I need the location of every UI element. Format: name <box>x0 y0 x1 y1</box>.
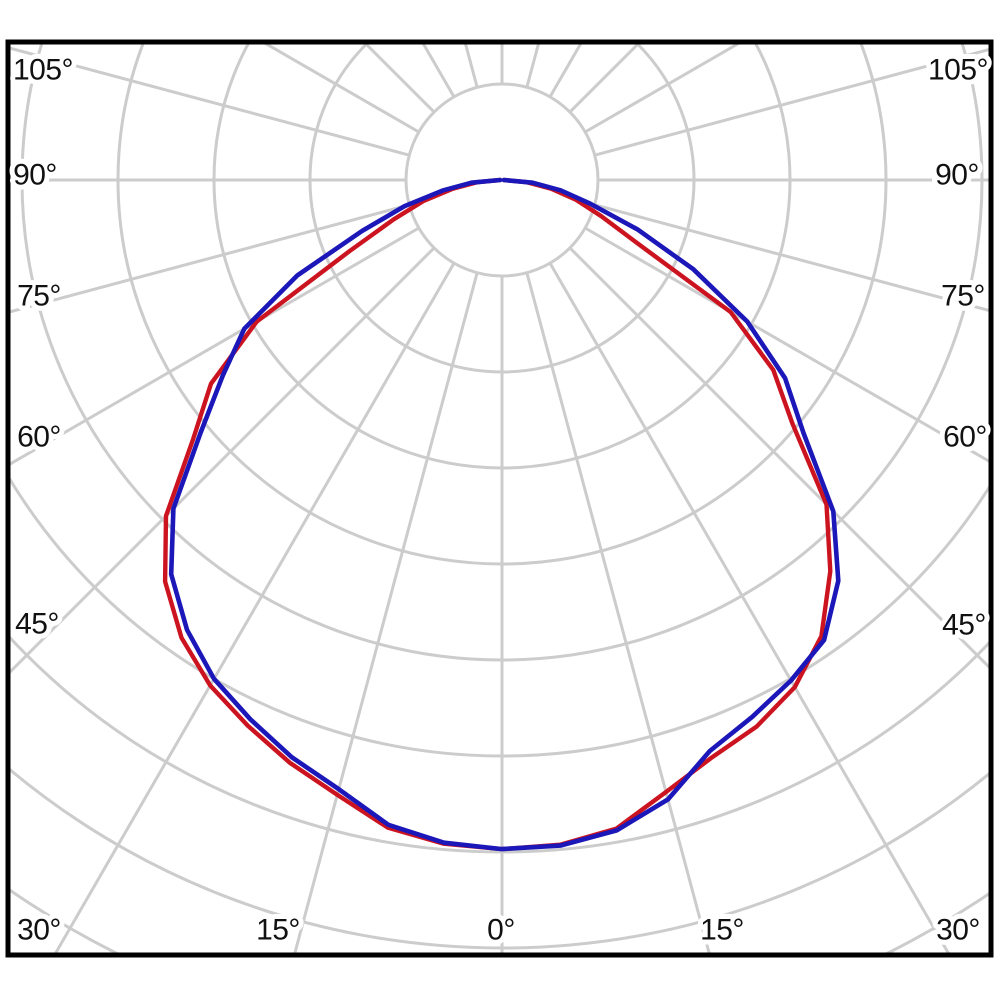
intensity-curves <box>162 177 841 852</box>
grid-spoke <box>594 203 989 312</box>
angle-label-right: 105° <box>928 54 988 87</box>
blue-curve <box>168 177 841 852</box>
grid-spoke <box>548 262 950 953</box>
angle-label-bottom: 15° <box>256 914 300 947</box>
grid-spoke <box>584 226 989 463</box>
grid-spoke <box>594 48 989 157</box>
grid-spoke <box>568 246 989 669</box>
angle-label-right: 45° <box>942 609 986 642</box>
angle-label-left: 75° <box>17 280 61 313</box>
angle-label-right: 75° <box>941 280 985 313</box>
angle-label-left: 105° <box>13 54 73 87</box>
grid-spoke <box>525 272 711 953</box>
grid-spoke <box>10 46 410 157</box>
angle-label-left: 60° <box>17 421 61 454</box>
angle-label-right: 90° <box>935 159 979 192</box>
angle-label-bottom: 15° <box>700 914 744 947</box>
grid-spoke <box>10 203 410 314</box>
angle-labels: 105° 90° 75° 60° 45° 105° 90° 75° 60° 45° 30° 15° 0°… <box>8 49 994 952</box>
angle-label-left: 45° <box>15 608 59 641</box>
angle-label-right: 60° <box>943 421 987 454</box>
angle-label-bottom: 30° <box>936 914 980 947</box>
grid-spoke <box>293 272 479 953</box>
angle-label-bottom: 0° <box>487 914 515 947</box>
grid-spoke <box>10 246 436 674</box>
grid-spoke <box>54 262 456 953</box>
angle-label-bottom: 30° <box>17 914 61 947</box>
angle-label-left: 90° <box>13 159 57 192</box>
chart-frame-border <box>5 39 994 958</box>
grid-spoke <box>10 226 420 466</box>
